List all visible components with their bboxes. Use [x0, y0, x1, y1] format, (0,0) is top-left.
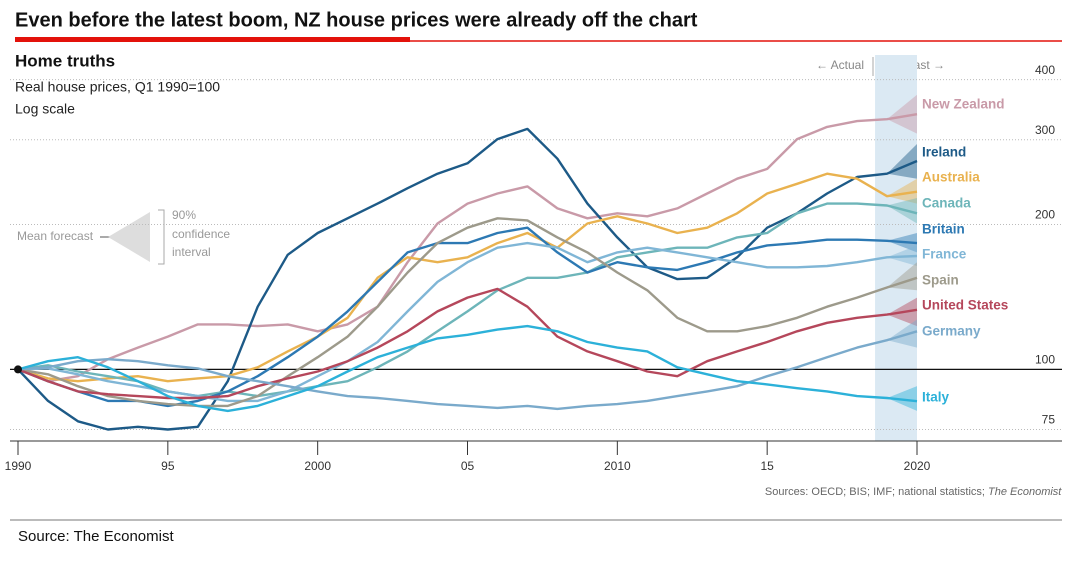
series-line: [17, 287, 918, 400]
chart-title: Home truths: [15, 51, 115, 70]
x-tick-label: 1990: [5, 459, 32, 473]
index-origin: [14, 365, 22, 374]
page-title: Even before the latest boom, NZ house pr…: [15, 9, 698, 31]
y-tick-label: 300: [1035, 123, 1055, 137]
confidence-interval: [887, 198, 917, 224]
sources-italic: The Economist: [988, 486, 1062, 498]
confidence-interval: [887, 94, 917, 134]
y-tick-label: 100: [1035, 353, 1055, 367]
series-line: [17, 127, 918, 431]
footer-source: Source: The Economist: [18, 528, 174, 545]
x-tick-label: 05: [461, 459, 475, 473]
series-line: [17, 324, 918, 413]
y-tick-label: 75: [1042, 413, 1056, 427]
x-tick-label: 2010: [604, 459, 631, 473]
chart-subtitle: Real house prices, Q1 1990=100: [15, 79, 220, 95]
series-label: France: [922, 247, 967, 262]
x-tick-label: 2000: [304, 459, 331, 473]
x-tick-label: 15: [760, 459, 774, 473]
sources: Sources: OECD; BIS; IMF; national statis…: [765, 486, 985, 498]
confidence-interval: [887, 262, 917, 291]
series-label: Spain: [922, 273, 959, 288]
series-line: [17, 172, 918, 383]
actual-label: ← Actual: [816, 58, 864, 72]
series-label: Britain: [922, 222, 965, 237]
mean-forecast-label: Mean forecast: [17, 229, 94, 243]
interval-label: confidence: [172, 227, 230, 241]
x-tick-label: 2020: [904, 459, 931, 473]
title-rule-accent: [15, 37, 410, 42]
plot-area: 75 100 200 300 400 1990 95 2000 05 2010 15 2020 New …: [5, 55, 1062, 473]
series-label: United States: [922, 298, 1008, 313]
confidence-interval: [887, 178, 917, 204]
legend-bracket: [158, 209, 165, 265]
y-tick-label: 400: [1035, 63, 1055, 77]
series-label: New Zealand: [922, 97, 1005, 112]
series-label: Germany: [922, 324, 981, 339]
series-label: Canada: [922, 196, 971, 211]
series-line: [17, 113, 918, 383]
x-tick-label: 95: [161, 459, 175, 473]
interval-label: interval: [172, 245, 211, 259]
series-label: Italy: [922, 390, 950, 405]
confidence-interval: [887, 319, 917, 348]
series-line: [17, 330, 918, 411]
series-label: Ireland: [922, 145, 966, 160]
interval-label: 90%: [172, 208, 196, 222]
series-line: [17, 217, 918, 408]
y-tick-label: 200: [1035, 208, 1055, 222]
series-line: [17, 241, 918, 403]
series-label: Australia: [922, 170, 980, 185]
series-line: [17, 226, 918, 408]
scale-note: Log scale: [15, 101, 75, 117]
